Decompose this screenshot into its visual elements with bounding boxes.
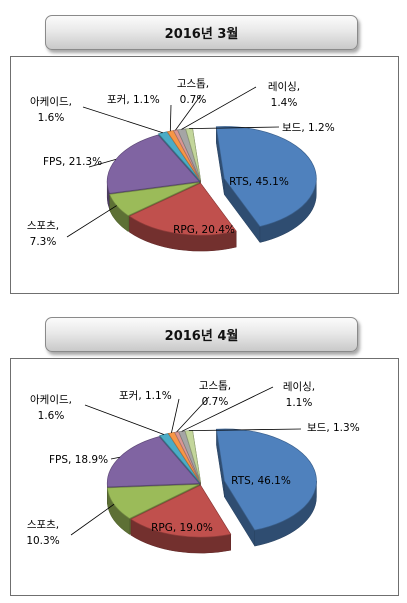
leader-line-poker: [171, 398, 180, 433]
data-label-rts: RTS, 46.1%: [231, 475, 291, 487]
leader-line-gostop: [176, 396, 210, 433]
data-label-arcade: 아케이드, 1.6%: [30, 96, 72, 124]
data-label-board: 보드, 1.3%: [307, 422, 360, 434]
data-label-fps: FPS, 21.3%: [43, 156, 102, 168]
leader-line-racing: [181, 86, 257, 130]
pie-chart-april: RTS, 46.1% RPG, 19.0% 스포츠, 10.3% FPS, 18.9% 아…: [26, 380, 360, 554]
data-label-gostop: 고스톱, 0.7%: [199, 380, 231, 408]
pie-slice-rpg: [130, 484, 232, 538]
pie-chart-march: RTS, 45.1% RPG, 20.4% 스포츠, 7.3% FPS, 21.3% 아케…: [27, 78, 335, 252]
leader-line-board: [188, 428, 302, 432]
leader-line-arcade: [84, 404, 165, 435]
data-label-rts: RTS, 45.1%: [229, 176, 289, 188]
data-label-poker: 포커, 1.1%: [119, 390, 172, 402]
pie-slice-rts: [216, 428, 317, 531]
pie-slice-sports: [106, 484, 200, 519]
data-label-arcade: 아케이드, 1.6%: [30, 394, 72, 422]
leader-line-arcade: [82, 106, 163, 134]
data-label-fps: FPS, 18.9%: [49, 454, 108, 466]
data-label-rpg: RPG, 19.0%: [151, 522, 213, 534]
leader-line-fps: [88, 159, 116, 168]
leader-line-sports: [66, 205, 117, 238]
pie-slice-rts: [215, 126, 317, 227]
data-label-racing: 레이싱, 1.1%: [283, 381, 315, 409]
data-label-racing: 레이싱, 1.4%: [268, 81, 300, 109]
chart-title-march: 2016년 3월: [45, 15, 358, 50]
chart-area-march: RTS, 45.1% RPG, 20.4% 스포츠, 7.3% FPS, 21.3% 아케…: [10, 56, 399, 294]
leader-line-racing: [181, 386, 274, 432]
leader-line-gostop: [175, 94, 202, 131]
leader-line-sports: [70, 503, 115, 536]
pie-slice-rpg: [128, 182, 237, 236]
chart-panel-april: 2016년 4월 RTS, 46.1% RPG, 19.0% 스포츠, 10.3% FP…: [0, 302, 407, 603]
chart-panel-march: 2016년 3월 RTS, 45.1% RPG, 20.4% 스포츠, 7.3% FPS…: [0, 0, 407, 301]
data-label-gostop: 고스톱, 0.7%: [177, 78, 209, 106]
leader-line-poker: [169, 104, 172, 132]
leader-line-board: [189, 126, 280, 130]
data-label-sports: 스포츠, 10.3%: [26, 519, 59, 547]
data-label-rpg: RPG, 20.4%: [173, 224, 235, 236]
data-label-poker: 포커, 1.1%: [107, 94, 160, 106]
data-label-board: 보드, 1.2%: [282, 122, 335, 134]
chart-title-april: 2016년 4월: [45, 317, 358, 352]
data-label-sports: 스포츠, 7.3%: [27, 220, 59, 248]
leader-line-fps: [110, 456, 120, 460]
chart-area-april: RTS, 46.1% RPG, 19.0% 스포츠, 10.3% FPS, 18.9% 아…: [10, 358, 399, 596]
